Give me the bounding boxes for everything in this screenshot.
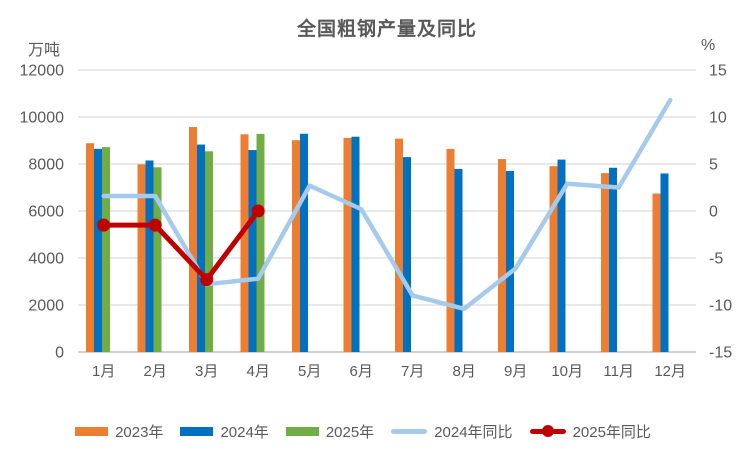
bar-2023年-7月 (395, 138, 403, 352)
bar-2023年-11月 (601, 173, 609, 352)
legend: 2023年 2024年 2025年 2024年同比 2025年同比 (0, 420, 726, 442)
bar-2025年-1月 (102, 147, 110, 352)
legend-line-icon (391, 428, 428, 434)
right-axis-tick-5: 5 (709, 157, 718, 174)
legend-item-2025年同比: 2025年同比 (529, 421, 651, 442)
x-axis-label-7月: 7月 (401, 363, 424, 380)
legend-swatch-icon (285, 426, 319, 436)
bar-2023年-2月 (137, 164, 146, 352)
x-axis-label-8月: 8月 (453, 363, 476, 380)
bar-2023年-5月 (292, 140, 300, 352)
marker-2025年同比-4月 (251, 204, 265, 218)
x-axis-label-4月: 4月 (247, 363, 270, 380)
bar-2024年-1月 (94, 148, 102, 352)
marker-2025年同比-3月 (200, 273, 214, 287)
bar-2023年-4月 (240, 134, 249, 352)
line-2025年同比 (101, 208, 261, 283)
bar-2023年-12月 (652, 193, 661, 352)
bar-2023年-9月 (498, 159, 506, 352)
bar-2025年-3月 (205, 151, 213, 352)
legend-label: 2024年 (220, 423, 269, 441)
x-axis-label-1月: 1月 (92, 363, 115, 380)
bar-2024年-6月 (351, 136, 360, 352)
right-axis-tick--10: -10 (709, 298, 732, 315)
x-axis-label-3月: 3月 (195, 363, 218, 380)
x-axis-label-10月: 10月 (551, 363, 583, 380)
legend-label: 2023年 (115, 423, 164, 441)
left-axis-tick-12000: 12000 (20, 63, 65, 80)
left-axis-tick-2000: 2000 (28, 298, 64, 315)
bar-2024年-7月 (403, 157, 411, 352)
legend-item-2023年: 2023年 (75, 421, 163, 442)
legend-item-2024年: 2024年 (180, 421, 269, 442)
bar-2024年-5月 (300, 133, 308, 352)
legend-swatch-icon (75, 426, 109, 436)
legend-marker-dot-icon (541, 425, 554, 437)
right-axis-tick-15: 15 (709, 63, 727, 80)
right-axis-tick--15: -15 (709, 345, 732, 362)
left-axis-unit-label: 万吨 (28, 42, 61, 59)
legend-label: 2025年同比 (572, 423, 651, 441)
bar-2024年-10月 (557, 159, 566, 352)
bar-2024年-9月 (506, 170, 514, 352)
left-axis-tick-4000: 4000 (28, 251, 64, 268)
bar-2023年-10月 (549, 166, 558, 352)
legend-line-icon (529, 425, 566, 437)
bar-2023年-1月 (86, 143, 94, 352)
legend-item-2024年同比: 2024年同比 (391, 421, 513, 442)
left-axis-tick-8000: 8000 (28, 157, 64, 174)
x-axis-label-5月: 5月 (298, 363, 321, 380)
marker-2025年同比-2月 (148, 218, 162, 232)
right-axis-unit-label: % (701, 37, 716, 54)
x-axis-label-2月: 2月 (144, 363, 167, 380)
bar-2025年-2月 (153, 167, 162, 352)
right-axis-tick-10: 10 (709, 110, 727, 127)
marker-2025年同比-1月 (97, 218, 111, 232)
legend-label: 2025年 (325, 423, 375, 441)
chart-title: 全国粗钢产量及同比 (296, 19, 477, 40)
x-axis-label-6月: 6月 (350, 363, 373, 380)
x-axis-label-12月: 12月 (654, 363, 686, 380)
bar-2023年-8月 (446, 148, 455, 352)
bar-2023年-3月 (189, 127, 197, 352)
left-axis-tick-0: 0 (55, 345, 64, 362)
bar-2024年-8月 (454, 168, 463, 352)
legend-item-2025年: 2025年 (285, 421, 375, 442)
x-axis-label-9月: 9月 (504, 363, 527, 380)
bar-2023年-6月 (343, 137, 352, 352)
legend-label: 2024年同比 (434, 423, 513, 441)
bar-2024年-12月 (660, 173, 669, 352)
right-axis-tick-0: 0 (709, 204, 718, 221)
bar-2025年-4月 (256, 133, 265, 352)
line-2024年同比 (101, 97, 673, 312)
right-axis-tick--5: -5 (709, 251, 723, 268)
legend-swatch-icon (180, 426, 214, 436)
bar-2024年-4月 (248, 150, 257, 352)
left-axis-tick-10000: 10000 (20, 110, 65, 127)
bar-2024年-3月 (197, 144, 205, 352)
bar-2024年-2月 (145, 160, 154, 352)
x-axis-label-11月: 11月 (603, 363, 634, 380)
bar-2024年-11月 (609, 167, 617, 352)
left-axis-tick-6000: 6000 (28, 204, 64, 221)
